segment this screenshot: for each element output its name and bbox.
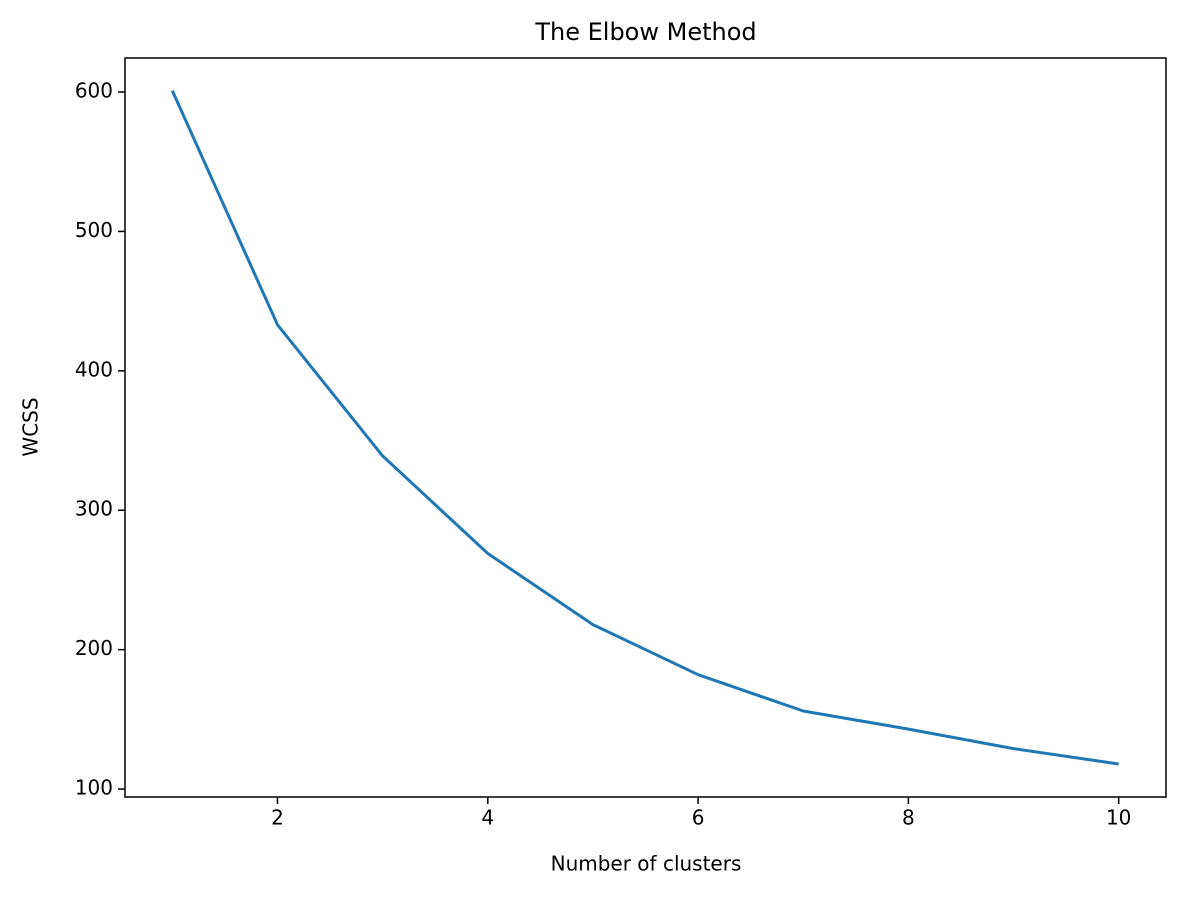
- y-tick-label: 500: [75, 218, 113, 242]
- y-tick-label: 600: [75, 79, 113, 103]
- line-series: [170, 89, 1119, 766]
- y-tick-label: 400: [75, 357, 113, 381]
- y-axis-label: WCSS: [19, 397, 43, 456]
- plot-frame: [124, 57, 1167, 798]
- x-tick-label: 10: [1106, 806, 1131, 830]
- x-axis-label: Number of clusters: [551, 852, 742, 876]
- x-tick-label: 6: [692, 806, 705, 830]
- y-tick-label: 100: [75, 776, 113, 800]
- chart-title: The Elbow Method: [534, 18, 756, 46]
- x-tick-label: 2: [271, 806, 284, 830]
- x-tick-label: 8: [902, 806, 915, 830]
- y-tick-label: 300: [75, 497, 113, 521]
- y-tick-label: 200: [75, 636, 113, 660]
- x-tick-label: 4: [481, 806, 494, 830]
